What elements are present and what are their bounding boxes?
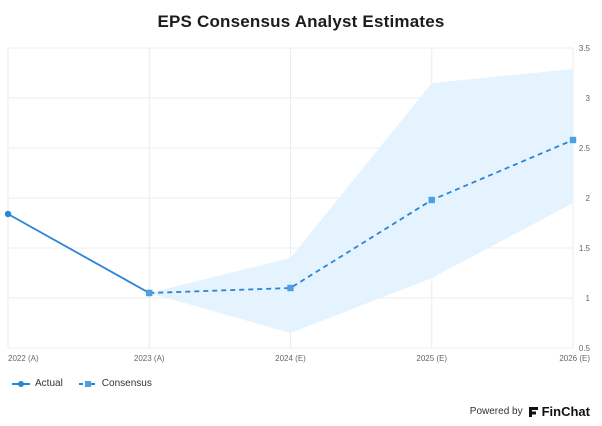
legend-item-actual[interactable]: Actual bbox=[12, 378, 63, 389]
finchat-logo-icon bbox=[528, 406, 538, 417]
y-tick-label: 1 bbox=[586, 294, 591, 303]
y-tick-label: 2.5 bbox=[579, 144, 591, 153]
series-line-actual bbox=[7, 213, 150, 294]
data-point-actual bbox=[4, 210, 12, 218]
chart-title: EPS Consensus Analyst Estimates bbox=[157, 12, 445, 31]
data-point-consensus bbox=[287, 284, 294, 292]
legend-item-consensus[interactable]: Consensus bbox=[78, 378, 152, 389]
data-point-consensus bbox=[146, 289, 153, 297]
legend: Actual Consensus bbox=[12, 378, 168, 389]
consensus-range-band bbox=[149, 69, 574, 333]
x-tick-label: 2025 (E) bbox=[416, 354, 447, 363]
powered-by-label: Powered by bbox=[469, 406, 523, 417]
x-tick-label: 2022 (A) bbox=[8, 354, 39, 363]
x-tick-label: 2026 (E) bbox=[559, 354, 590, 363]
data-point-consensus bbox=[428, 196, 435, 204]
x-axis-ticks: 2022 (A) 2023 (A) 2024 (E) 2025 (E) 2026 (E) bbox=[8, 354, 590, 363]
brand-name: FinChat bbox=[541, 404, 590, 419]
series-lines bbox=[7, 139, 574, 294]
series-markers bbox=[4, 136, 577, 297]
powered-by[interactable]: Powered by FinChat bbox=[470, 404, 590, 419]
y-tick-label: 3.5 bbox=[579, 44, 591, 53]
y-tick-label: 1.5 bbox=[579, 244, 591, 253]
y-tick-label: 3 bbox=[586, 94, 591, 103]
consensus-line-icon bbox=[78, 380, 97, 387]
legend-label-actual: Actual bbox=[35, 378, 63, 389]
y-tick-label: 0.5 bbox=[579, 344, 591, 353]
actual-line-icon bbox=[12, 380, 30, 387]
y-tick-label: 2 bbox=[586, 194, 591, 203]
x-tick-label: 2023 (A) bbox=[134, 354, 165, 363]
x-tick-label: 2024 (E) bbox=[275, 354, 306, 363]
legend-label-consensus: Consensus bbox=[101, 378, 152, 389]
y-axis-ticks: 0.5 1 1.5 2 2.5 3 3.5 bbox=[579, 44, 591, 353]
data-point-consensus bbox=[569, 136, 577, 144]
